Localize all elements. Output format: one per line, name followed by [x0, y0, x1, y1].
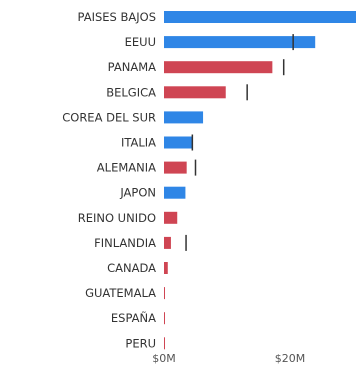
category-label: PERU — [125, 336, 156, 350]
bar — [164, 337, 165, 350]
bar — [164, 211, 178, 224]
category-label: ESPAÑA — [111, 310, 156, 325]
category-label: GUATEMALA — [85, 286, 156, 300]
bar — [164, 136, 193, 149]
bar — [164, 86, 226, 99]
category-label: BELGICA — [106, 85, 156, 99]
category-label: FINLANDIA — [94, 236, 156, 250]
bar — [164, 161, 187, 174]
bar — [164, 262, 168, 274]
category-label: COREA DEL SUR — [62, 110, 156, 124]
target-markers — [185, 34, 294, 251]
bar — [164, 11, 356, 23]
x-tick-label: $0M — [152, 352, 176, 365]
category-label: JAPON — [119, 186, 156, 200]
x-axis: $0M $20M — [152, 352, 305, 365]
category-label: CANADA — [107, 261, 156, 275]
bars — [164, 11, 356, 350]
category-label: ALEMANIA — [97, 161, 156, 175]
category-label: EEUU — [125, 35, 156, 49]
bar — [164, 111, 204, 124]
bar — [164, 287, 165, 300]
bar — [164, 61, 273, 74]
bar — [164, 312, 165, 325]
bar — [164, 186, 186, 199]
bar — [164, 36, 316, 49]
category-label: PANAMA — [108, 60, 156, 74]
x-tick-label: $20M — [275, 352, 306, 365]
bar — [164, 236, 171, 249]
category-label: REINO UNIDO — [78, 211, 156, 225]
category-label: PAISES BAJOS — [78, 10, 156, 24]
category-label: ITALIA — [121, 136, 156, 150]
category-labels: PAISES BAJOS EEUU PANAMA BELGICA COREA DEL S… — [62, 10, 156, 350]
